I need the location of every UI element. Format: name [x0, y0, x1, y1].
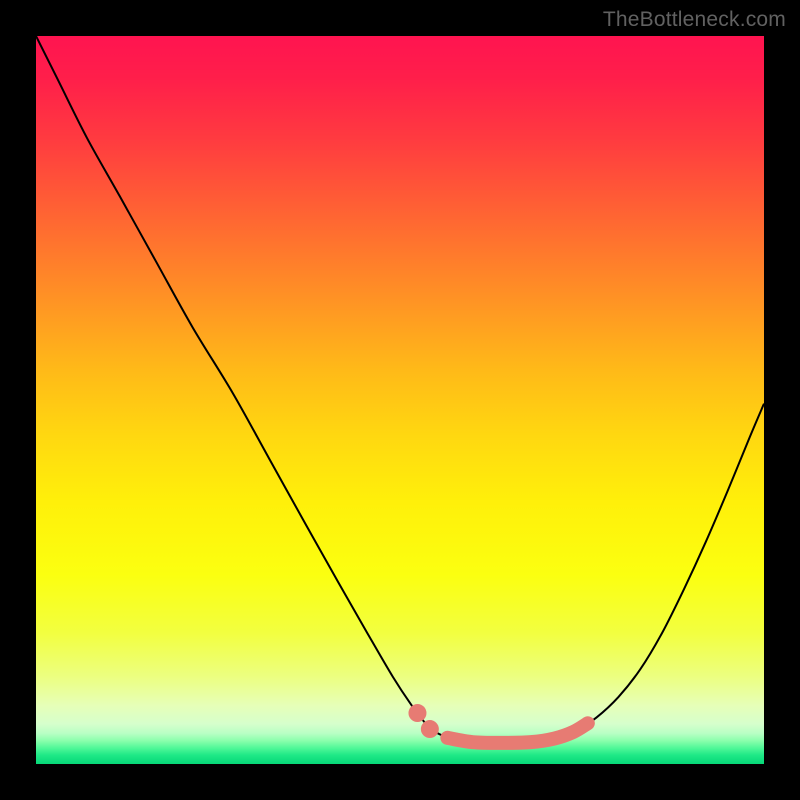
watermark-label: TheBottleneck.com: [603, 8, 786, 32]
highlight-markers: [36, 36, 764, 764]
chart-plot-area: [36, 36, 764, 764]
